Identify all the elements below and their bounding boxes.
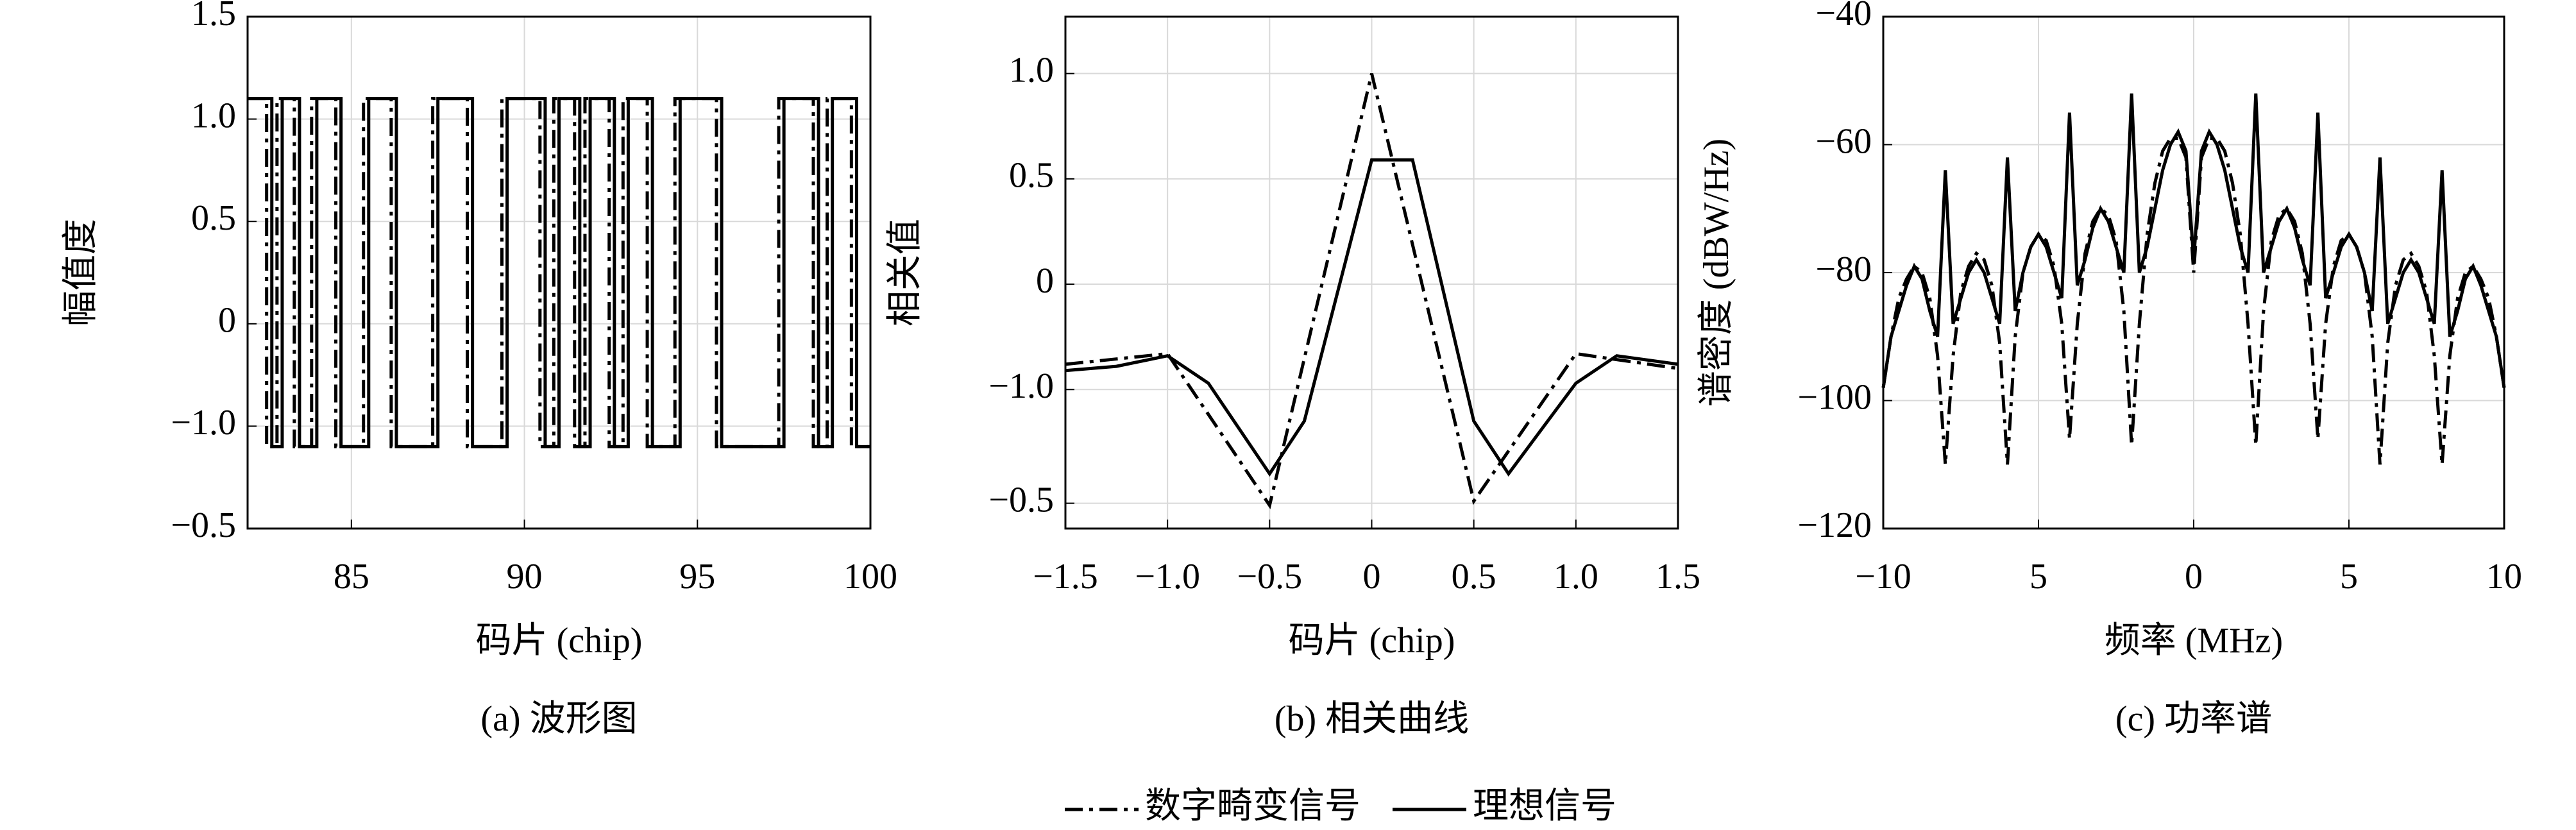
series-line [248,97,870,448]
plot-frame [1882,15,2505,530]
y-tick-label: −60 [1815,121,1872,161]
y-tick-label: 1.0 [191,96,236,135]
y-tick-label: −0.5 [171,505,236,545]
caption: (c) 功率谱 [2115,699,2272,739]
legend-label: 理想信号 [1473,786,1616,826]
y-tick-label: 0 [1036,261,1054,301]
y-tick-label: 1.0 [1009,51,1054,90]
legend-label: 数字畸变信号 [1145,786,1360,826]
x-tick-label: 0.5 [1452,557,1496,597]
x-tick-label: 5 [2340,557,2358,597]
series-line [1065,158,1679,477]
y-tick-label: 0 [218,301,236,341]
series-line [1881,137,2506,465]
x-axis-label: 码片 (chip) [1289,621,1455,661]
y-tick-label: −40 [1815,0,1872,33]
y-tick-label: 1.5 [191,0,236,33]
y-tick-label: −80 [1815,250,1872,289]
x-tick-label: 0 [1363,557,1381,597]
x-tick-label: 85 [334,557,369,597]
x-tick-label: −0.5 [1237,557,1303,597]
x-tick-label: −1.5 [1033,557,1098,597]
y-tick-label: −120 [1797,505,1872,545]
series-line [1881,93,2506,388]
caption: (a) 波形图 [480,699,637,739]
caption: (b) 相关曲线 [1275,699,1469,739]
x-tick-label: 95 [679,557,715,597]
plot-frame [246,15,872,530]
y-axis-label: 谱密度 (dBW/Hz) [1697,139,1736,407]
x-tick-label: 10 [2486,557,2522,597]
x-tick-label: −1.0 [1135,557,1200,597]
x-tick-label: 90 [507,557,543,597]
y-tick-label: 0.5 [1009,156,1054,196]
series-line [1065,73,1679,510]
y-tick-label: 0.5 [191,198,236,238]
x-axis-label: 码片 (chip) [476,621,643,661]
y-tick-label: −100 [1797,377,1872,417]
y-tick-label: −1.0 [988,366,1054,406]
series-line [248,97,870,448]
y-tick-label: −0.5 [988,480,1054,520]
x-tick-label: 100 [843,557,897,597]
x-tick-label: 1.0 [1554,557,1598,597]
x-tick-label: 1.5 [1656,557,1700,597]
y-axis-label: 幅值度 [61,219,101,326]
x-tick-label: 5 [2029,557,2047,597]
y-tick-label: −1.0 [171,403,236,443]
x-axis-label: 频率 (MHz) [2105,621,2283,661]
y-axis-label: 相关值 [885,219,925,326]
x-tick-label: −10 [1855,557,1911,597]
x-tick-label: 0 [2185,557,2203,597]
plot-frame [1064,15,1679,530]
